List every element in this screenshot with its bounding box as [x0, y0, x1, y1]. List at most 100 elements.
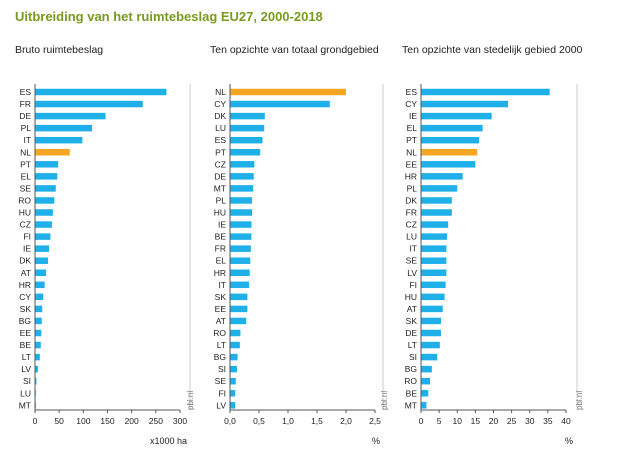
category-label: DK: [405, 195, 417, 205]
category-label: SK: [406, 316, 418, 326]
bar-ee: [421, 161, 476, 168]
category-label: LU: [406, 232, 417, 242]
bar-ie: [421, 112, 492, 120]
source-label-2: pbl.nl: [380, 390, 389, 410]
bar-se: [35, 185, 56, 192]
panel-title-grondgebied: Ten opzichte van totaal grondgebied: [210, 44, 379, 56]
category-label: SI: [218, 364, 226, 374]
bar-mt: [230, 185, 254, 192]
bar-cy: [35, 293, 44, 301]
category-label: RO: [18, 195, 31, 205]
category-label: FI: [218, 388, 226, 398]
category-label: FI: [409, 280, 417, 290]
category-label: EL: [21, 171, 32, 181]
bar-bg: [421, 365, 432, 373]
category-label: RO: [404, 376, 417, 386]
xlabel-bruto: x1000 ha: [150, 436, 188, 446]
bar-hu: [230, 209, 253, 216]
bar-sk: [230, 293, 248, 301]
bar-lt: [230, 341, 240, 349]
category-label: CZ: [215, 159, 226, 169]
category-label: LV: [216, 400, 226, 410]
bar-hu: [421, 293, 445, 301]
bar-pl: [230, 197, 253, 204]
bar-hr: [230, 269, 250, 276]
category-label: IE: [23, 244, 31, 254]
bar-fr: [35, 100, 143, 108]
category-label: AT: [407, 304, 417, 314]
bar-lt: [35, 353, 40, 361]
category-label: HR: [405, 171, 417, 181]
bar-fi: [230, 390, 236, 397]
bar-fi: [421, 281, 446, 289]
category-label: PT: [406, 135, 417, 145]
category-label: SK: [215, 292, 227, 302]
category-label: RO: [213, 328, 226, 338]
category-label: LU: [215, 123, 226, 133]
category-label: IE: [218, 220, 226, 230]
chart-title: Uitbreiding van het ruimtebeslag EU27, 2…: [15, 9, 323, 24]
category-label: ES: [20, 87, 32, 97]
x-tick-label: 0,0: [224, 416, 236, 426]
bar-cz: [421, 221, 449, 228]
bar-cy: [421, 100, 508, 108]
category-label: HR: [214, 268, 226, 278]
category-label: LU: [20, 388, 31, 398]
category-label: FR: [215, 244, 226, 254]
category-label: DE: [214, 171, 226, 181]
bar-hu: [35, 209, 53, 216]
category-label: PL: [216, 195, 227, 205]
bar-it: [421, 245, 447, 252]
category-label: SI: [409, 352, 417, 362]
x-tick-label: 1,0: [282, 416, 294, 426]
category-label: CY: [405, 99, 417, 109]
category-label: CY: [214, 99, 226, 109]
category-label: EL: [407, 123, 418, 133]
bar-pl: [35, 124, 93, 132]
category-label: MT: [19, 400, 31, 410]
bar-ro: [421, 377, 431, 385]
x-tick-label: 100: [76, 416, 90, 426]
x-tick-label: 0,5: [253, 416, 265, 426]
bar-de: [421, 329, 441, 337]
bar-at: [421, 305, 443, 313]
bar-es: [421, 88, 550, 96]
category-label: BG: [19, 316, 31, 326]
panel-title-stedelijk: Ten opzichte van stedelijk gebied 2000: [402, 44, 583, 56]
bar-at: [35, 269, 47, 276]
xlabel-grondgebied: %: [372, 436, 381, 446]
x-tick-label: 150: [100, 416, 114, 426]
bar-bg: [230, 353, 238, 361]
category-label: IT: [23, 135, 31, 145]
category-label: EE: [215, 304, 227, 314]
x-tick-label: 25: [507, 416, 517, 426]
x-tick-label: 200: [125, 416, 139, 426]
category-label: AT: [216, 316, 226, 326]
bar-nl: [230, 88, 346, 96]
category-label: DK: [19, 256, 31, 266]
category-label: SI: [23, 376, 31, 386]
category-label: EL: [216, 256, 227, 266]
bar-lv: [35, 365, 38, 373]
category-label: HR: [19, 280, 31, 290]
category-label: LT: [408, 340, 417, 350]
bar-lu: [421, 233, 448, 240]
bar-sk: [35, 305, 43, 313]
bar-be: [421, 390, 429, 397]
bar-ee: [230, 305, 248, 313]
category-label: DE: [405, 328, 417, 338]
bar-se: [421, 257, 447, 264]
x-tick-label: 10: [453, 416, 463, 426]
bar-si: [230, 365, 237, 373]
bar-cy: [230, 100, 330, 108]
category-label: NL: [215, 87, 226, 97]
category-label: FR: [20, 99, 31, 109]
x-tick-label: 2,0: [340, 416, 352, 426]
x-tick-label: 30: [525, 416, 535, 426]
bar-si: [35, 377, 37, 385]
source-label-1: pbl.nl: [186, 390, 195, 410]
category-label: DE: [19, 111, 31, 121]
bar-be: [35, 341, 41, 349]
category-label: BE: [20, 340, 32, 350]
